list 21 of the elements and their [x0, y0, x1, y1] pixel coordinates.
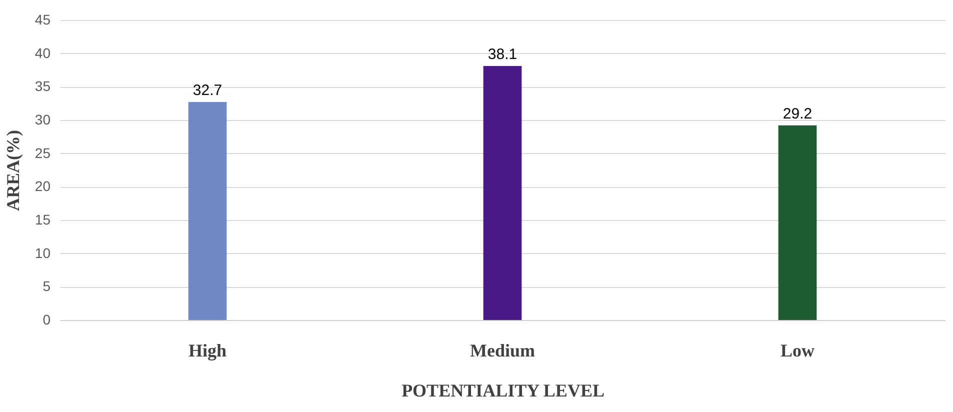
data-label: 29.2 — [782, 105, 812, 122]
x-tick-label: Medium — [470, 340, 535, 360]
y-tick-label: 25 — [34, 144, 51, 161]
y-tick-label: 20 — [34, 178, 51, 194]
bar — [188, 102, 227, 320]
y-tick-label: 0 — [42, 312, 51, 328]
x-tick-label: High — [188, 340, 227, 360]
y-tick-label: 10 — [34, 244, 51, 261]
data-label: 32.7 — [192, 82, 222, 99]
y-tick-label: 45 — [34, 12, 51, 28]
y-tick-label: 15 — [34, 212, 51, 228]
x-tick-label: Low — [780, 340, 815, 360]
y-axis-title: AREA(%) — [2, 130, 23, 211]
data-label: 38.1 — [488, 46, 518, 63]
y-tick-label: 40 — [34, 44, 51, 61]
bar — [483, 66, 522, 320]
y-tick-label: 5 — [42, 278, 51, 294]
y-tick-label: 30 — [34, 112, 51, 128]
y-tick-label: 35 — [34, 78, 51, 94]
x-axis-title: POTENTIALITY LEVEL — [402, 380, 604, 400]
bar — [778, 125, 817, 320]
